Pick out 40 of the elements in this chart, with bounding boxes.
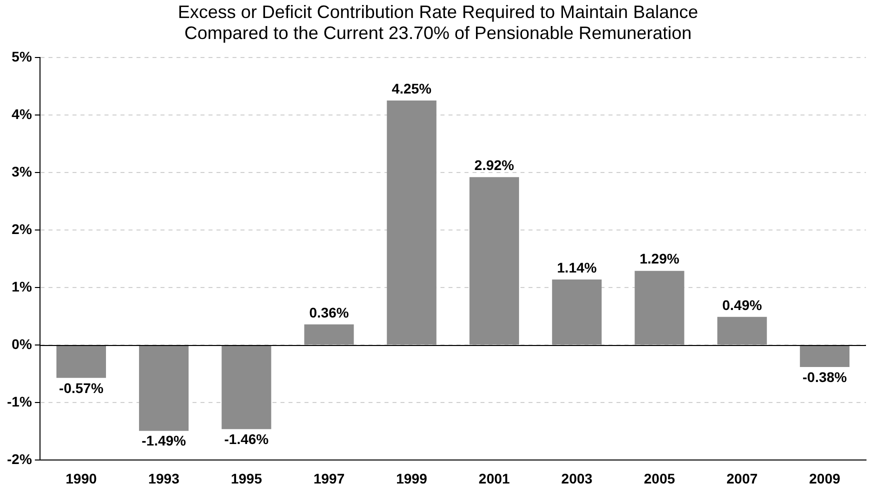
x-tick-label: 1993 xyxy=(148,470,180,486)
data-label: 1.29% xyxy=(640,250,680,267)
data-label: 0.49% xyxy=(722,296,762,313)
x-tick-label: 2005 xyxy=(644,470,676,486)
bar xyxy=(304,324,354,345)
bar xyxy=(634,270,684,345)
y-tick-label: 4% xyxy=(12,106,32,122)
y-tick-label: 2% xyxy=(12,220,32,237)
bar xyxy=(800,346,850,367)
x-tick-label: 2003 xyxy=(561,470,593,486)
y-tick-label: -1% xyxy=(6,394,32,410)
x-tick-label: 1990 xyxy=(66,470,97,486)
data-label: 1.14% xyxy=(557,259,598,276)
data-label: -1.46% xyxy=(224,430,270,447)
data-label: 2.92% xyxy=(474,156,515,173)
chart-title: Excess or Deficit Contribution Rate Required to Maintain Balance xyxy=(176,2,700,23)
y-tick-label: -2% xyxy=(6,451,32,468)
x-tick-label: 1995 xyxy=(230,470,262,486)
bar xyxy=(222,346,272,430)
x-tick-label: 1999 xyxy=(396,470,428,486)
data-label: 0.36% xyxy=(309,304,350,320)
chart-subtitle: Compared to the Current 23.70% of Pensionable Remuneration xyxy=(183,23,693,44)
bar xyxy=(552,280,602,345)
y-tick-label: 1% xyxy=(12,278,32,294)
data-label: -1.49% xyxy=(142,432,187,449)
x-tick-label: 2001 xyxy=(478,470,510,486)
data-label: 4.25% xyxy=(392,80,432,96)
x-tick-label: 2009 xyxy=(809,470,840,486)
bar xyxy=(56,346,106,378)
bar xyxy=(386,100,436,345)
y-tick-label: 0% xyxy=(12,336,32,352)
bar xyxy=(717,316,767,345)
data-label: -0.57% xyxy=(59,380,104,396)
bar xyxy=(469,177,520,345)
x-tick-label: 1997 xyxy=(313,470,345,486)
y-tick-label: 5% xyxy=(12,48,32,64)
x-tick-label: 2007 xyxy=(726,470,758,486)
bar xyxy=(139,346,189,431)
y-tick-label: 3% xyxy=(12,163,32,180)
data-label: -0.38% xyxy=(802,368,848,385)
